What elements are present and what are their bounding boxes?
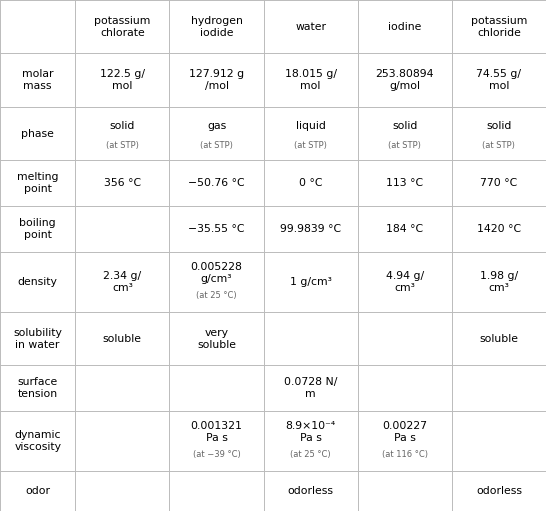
Text: water: water [295,21,326,32]
Text: soluble: soluble [479,334,519,343]
Text: very
soluble: very soluble [197,328,236,350]
Text: 1 g/cm³: 1 g/cm³ [290,277,331,287]
Text: molar
mass: molar mass [22,69,54,91]
Text: hydrogen
iodide: hydrogen iodide [191,16,242,38]
Text: 127.912 g
/mol: 127.912 g /mol [189,69,244,91]
Text: iodine: iodine [388,21,422,32]
Text: 0 °C: 0 °C [299,178,323,188]
Text: (at 116 °C): (at 116 °C) [382,450,428,459]
Text: 1420 °C: 1420 °C [477,224,521,235]
Text: odorless: odorless [476,486,522,496]
Text: surface
tension: surface tension [17,378,58,400]
Text: boiling
point: boiling point [19,218,56,240]
Text: potassium
chlorate: potassium chlorate [94,16,151,38]
Text: 4.94 g/
cm³: 4.94 g/ cm³ [385,271,424,293]
Text: density: density [17,277,58,287]
Text: (at 25 °C): (at 25 °C) [290,450,331,459]
Text: solid: solid [392,121,418,130]
Text: odor: odor [25,486,50,496]
Text: 18.015 g/
mol: 18.015 g/ mol [284,69,337,91]
Text: (at 25 °C): (at 25 °C) [196,291,237,300]
Text: dynamic
viscosity: dynamic viscosity [14,430,61,452]
Text: 1.98 g/
cm³: 1.98 g/ cm³ [480,271,518,293]
Text: 113 °C: 113 °C [386,178,423,188]
Text: melting
point: melting point [17,172,58,194]
Text: solid: solid [110,121,135,130]
Text: 184 °C: 184 °C [386,224,423,235]
Text: −50.76 °C: −50.76 °C [188,178,245,188]
Text: (at STP): (at STP) [483,141,515,150]
Text: 74.55 g/
mol: 74.55 g/ mol [477,69,521,91]
Text: 2.34 g/
cm³: 2.34 g/ cm³ [103,271,141,293]
Text: 8.9×10⁻⁴
Pa s: 8.9×10⁻⁴ Pa s [286,421,336,443]
Text: 253.80894
g/mol: 253.80894 g/mol [376,69,434,91]
Text: −35.55 °C: −35.55 °C [188,224,245,235]
Text: 0.005228
g/cm³: 0.005228 g/cm³ [191,262,242,284]
Text: phase: phase [21,128,54,138]
Text: solubility
in water: solubility in water [13,328,62,350]
Text: potassium
chloride: potassium chloride [471,16,527,38]
Text: (at STP): (at STP) [294,141,327,150]
Text: 0.00227
Pa s: 0.00227 Pa s [382,421,428,443]
Text: 0.0728 N/
m: 0.0728 N/ m [284,378,337,400]
Text: soluble: soluble [103,334,142,343]
Text: 770 °C: 770 °C [480,178,518,188]
Text: 99.9839 °C: 99.9839 °C [280,224,341,235]
Text: gas: gas [207,121,226,130]
Text: odorless: odorless [288,486,334,496]
Text: (at STP): (at STP) [200,141,233,150]
Text: 122.5 g/
mol: 122.5 g/ mol [100,69,145,91]
Text: (at STP): (at STP) [106,141,139,150]
Text: (at −39 °C): (at −39 °C) [193,450,240,459]
Text: 0.001321
Pa s: 0.001321 Pa s [191,421,242,443]
Text: solid: solid [486,121,512,130]
Text: (at STP): (at STP) [388,141,422,150]
Text: 356 °C: 356 °C [104,178,141,188]
Text: liquid: liquid [296,121,325,130]
